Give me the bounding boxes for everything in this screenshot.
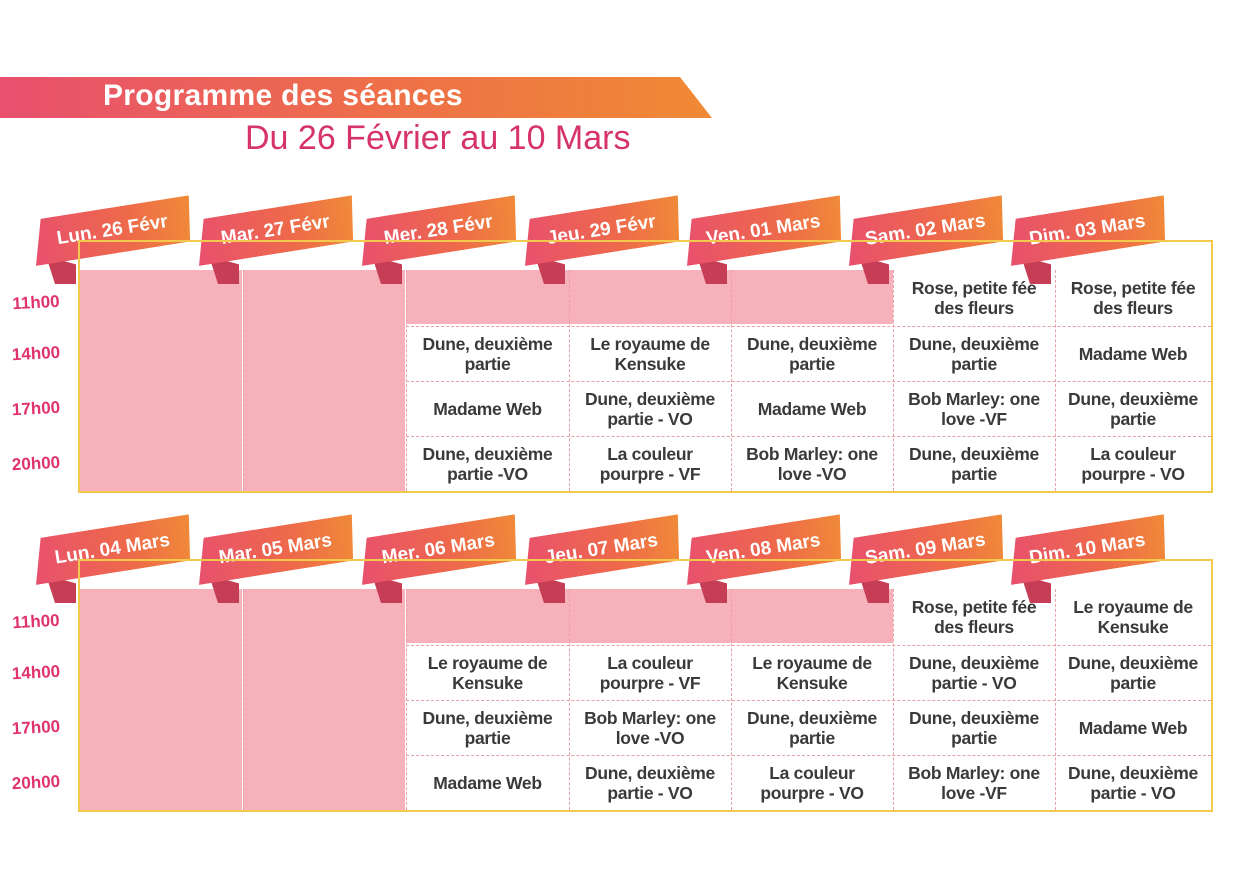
- day-header-tab: Sam. 09 Mars: [842, 514, 1009, 585]
- column-separator: [569, 589, 570, 810]
- screening-cell: Bob Marley: one love -VO: [746, 443, 878, 484]
- day-header-tab: Mer. 28 Févr: [355, 195, 522, 266]
- screening-cell: Dune, deuxième partie: [746, 333, 877, 374]
- day-header-tab: Lun. 26 Févr: [29, 195, 196, 266]
- day-header-tab: Sam. 02 Mars: [842, 195, 1009, 266]
- column-separator: [406, 589, 407, 810]
- row-separator: [406, 381, 1211, 382]
- no-screening-11h00: [406, 270, 569, 324]
- screening-cell: La couleur pourpre - VO: [760, 762, 864, 803]
- column-separator: [243, 270, 244, 491]
- screening-cell: Rose, petite fée des fleurs: [911, 278, 1037, 318]
- screening-cell: Madame Web: [1078, 343, 1188, 364]
- day-header-tab: Mar. 27 Févr: [192, 195, 359, 266]
- day-header-tab: Lun. 04 Mars: [29, 514, 196, 585]
- column-separator: [1055, 589, 1056, 810]
- day-header-tab: Jeu. 07 Mars: [518, 514, 685, 585]
- day-header-tab: Jeu. 29 Févr: [518, 195, 685, 266]
- screening-cell: Bob Marley: one love -VO: [584, 707, 716, 748]
- time-label: 11h00: [11, 291, 61, 314]
- no-screening-11h00: [569, 589, 731, 643]
- screening-cell: Le royaume de Kensuke: [752, 652, 872, 693]
- no-screening-11h00: [569, 270, 731, 324]
- screening-cell: Rose, petite fée des fleurs: [911, 597, 1037, 637]
- no-screening-11h00: [731, 589, 893, 643]
- screening-cell: Madame Web: [433, 772, 542, 793]
- time-label: 14h00: [11, 342, 61, 364]
- screening-cell: Madame Web: [433, 398, 542, 419]
- no-screening-11h00: [731, 270, 893, 324]
- screening-cell: Bob Marley: one love -VF: [908, 388, 1040, 429]
- day-header-tab: Mar. 05 Mars: [192, 514, 359, 585]
- day-header-tab: Ven. 08 Mars: [680, 514, 847, 585]
- screening-cell: Dune, deuxième partie: [746, 707, 877, 748]
- screening-cell: Dune, deuxième partie -VO: [422, 443, 553, 484]
- screening-cell: Dune, deuxième partie - VO: [1067, 762, 1198, 803]
- row-separator: [406, 810, 1211, 811]
- day-header-tab: Mer. 06 Mars: [355, 514, 522, 585]
- time-label: 14h00: [11, 661, 61, 683]
- screening-cell: Madame Web: [1078, 717, 1188, 738]
- closed-day-column: [243, 270, 405, 491]
- row-separator: [406, 436, 1211, 437]
- row-separator: [406, 491, 1211, 492]
- screening-cell: Le royaume de Kensuke: [427, 652, 548, 693]
- closed-day-column: [243, 589, 405, 810]
- date-range-subtitle: Du 26 Février au 10 Mars: [245, 119, 631, 157]
- time-label: 20h00: [11, 452, 61, 474]
- screening-cell: Madame Web: [757, 398, 867, 419]
- no-screening-11h00: [406, 589, 569, 643]
- screening-cell: Bob Marley: one love -VF: [908, 762, 1040, 803]
- title-banner: [0, 77, 712, 118]
- column-separator: [893, 270, 894, 491]
- screening-cell: Le royaume de Kensuke: [590, 333, 710, 374]
- screening-cell: La couleur pourpre - VF: [599, 443, 701, 484]
- page-title: Programme des séances: [103, 79, 463, 112]
- time-label: 20h00: [11, 771, 61, 793]
- screening-cell: Le royaume de Kensuke: [1073, 597, 1193, 637]
- day-header-tab: Dim. 03 Mars: [1004, 195, 1171, 266]
- closed-day-column: [80, 589, 242, 810]
- column-separator: [731, 589, 732, 810]
- time-label: 17h00: [11, 397, 61, 419]
- row-separator: [406, 645, 1211, 646]
- screening-cell: Dune, deuxième partie: [422, 333, 553, 374]
- screening-cell: Dune, deuxième partie - VO: [584, 762, 715, 803]
- screening-cell: Dune, deuxième partie: [908, 443, 1039, 484]
- screening-cell: Dune, deuxième partie: [422, 707, 553, 748]
- column-separator: [1055, 270, 1056, 491]
- screening-cell: Dune, deuxième partie: [908, 707, 1039, 748]
- row-separator: [406, 755, 1211, 756]
- screening-cell: Rose, petite fée des fleurs: [1070, 278, 1196, 318]
- screening-cell: Dune, deuxième partie - VO: [584, 388, 715, 429]
- day-header-tab: Dim. 10 Mars: [1004, 514, 1171, 585]
- column-separator: [731, 270, 732, 491]
- screening-cell: Dune, deuxième partie: [1067, 388, 1198, 429]
- time-label: 11h00: [11, 610, 61, 633]
- column-separator: [406, 270, 407, 491]
- closed-day-column: [80, 270, 242, 491]
- screening-cell: La couleur pourpre - VO: [1081, 443, 1185, 484]
- day-header-tab: Ven. 01 Mars: [680, 195, 847, 266]
- time-label: 17h00: [11, 716, 61, 738]
- column-separator: [569, 270, 570, 491]
- screening-cell: Dune, deuxième partie - VO: [908, 652, 1039, 693]
- column-separator: [243, 589, 244, 810]
- row-separator: [406, 700, 1211, 701]
- column-separator: [893, 589, 894, 810]
- screening-cell: Dune, deuxième partie: [1067, 652, 1198, 693]
- screening-cell: Dune, deuxième partie: [908, 333, 1039, 374]
- row-separator: [406, 326, 1211, 327]
- screening-cell: La couleur pourpre - VF: [599, 652, 701, 693]
